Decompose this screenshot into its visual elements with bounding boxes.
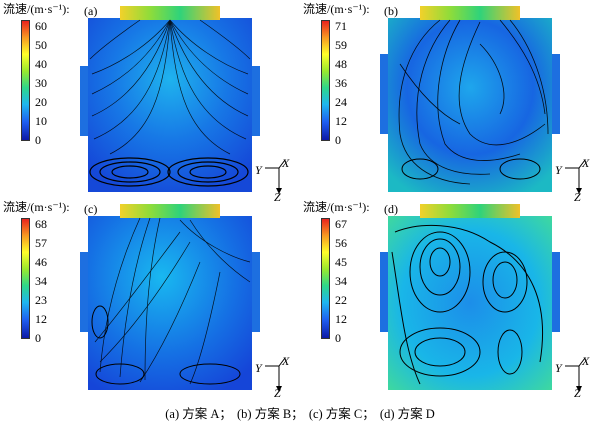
tick-label: 23 xyxy=(35,293,47,307)
axis-x-label: X xyxy=(282,354,290,368)
tick-label: 0 xyxy=(35,133,41,147)
tick-label: 36 xyxy=(335,76,347,90)
axis-y-label: Y xyxy=(255,361,262,375)
colorbar xyxy=(321,218,330,339)
panel-label: (a) xyxy=(84,4,98,18)
legend-title: 流速/(m·s⁻¹): xyxy=(3,200,70,214)
caption-d: (d) 方案 D xyxy=(379,407,435,421)
caption-b: (b) 方案 B； xyxy=(237,407,304,421)
axis-x-label: X xyxy=(282,156,290,170)
tick-label: 59 xyxy=(335,38,347,52)
tick-label: 0 xyxy=(335,133,341,147)
coordinate-axes xyxy=(565,357,586,392)
tick-label: 34 xyxy=(335,274,347,288)
panel-label: (d) xyxy=(384,202,398,216)
tick-label: 0 xyxy=(335,331,341,345)
legend-title: 流速/(m·s⁻¹): xyxy=(3,2,70,16)
panel-d: 流速/(m·s⁻¹): 67 56 45 34 22 12 0 (d) Y X … xyxy=(300,198,600,400)
colorbar xyxy=(21,20,30,141)
panel-label: (c) xyxy=(84,202,98,216)
panel-b: 流速/(m·s⁻¹): 71 59 48 36 24 12 0 (b) Y xyxy=(300,0,600,204)
axis-z-label: Z xyxy=(274,190,281,204)
caption-a: (a) 方案 A； xyxy=(165,407,232,421)
legend-title: 流速/(m·s⁻¹): xyxy=(303,200,370,214)
tick-label: 46 xyxy=(35,255,47,269)
tick-label: 40 xyxy=(35,57,47,71)
flow-field-b xyxy=(380,6,560,192)
tick-label: 22 xyxy=(335,293,347,307)
tick-label: 67 xyxy=(335,217,347,231)
tick-label: 56 xyxy=(335,236,347,250)
axis-z-label: Z xyxy=(274,386,281,400)
axis-x-label: X xyxy=(582,354,590,368)
tick-label: 12 xyxy=(335,312,347,326)
coordinate-axes xyxy=(565,159,586,194)
tick-label: 68 xyxy=(35,217,47,231)
tick-label: 12 xyxy=(335,114,347,128)
tick-label: 20 xyxy=(35,95,47,109)
panel-a: 流速/(m·s⁻¹): 60 50 40 30 20 10 0 xyxy=(0,0,300,204)
tick-label: 71 xyxy=(335,19,347,33)
legend-title: 流速/(m·s⁻¹): xyxy=(303,2,370,16)
tick-label: 60 xyxy=(35,19,47,33)
coordinate-axes xyxy=(265,159,286,194)
flow-field-c xyxy=(80,204,260,390)
panel-c: 流速/(m·s⁻¹): 68 57 46 34 23 12 0 (c) xyxy=(0,198,300,400)
flow-field-a xyxy=(80,6,260,192)
tick-label: 48 xyxy=(335,57,347,71)
flow-field-d xyxy=(380,204,560,390)
colorbar xyxy=(21,218,30,339)
axis-y-label: Y xyxy=(555,361,562,375)
axis-z-label: Z xyxy=(574,190,581,204)
tick-label: 34 xyxy=(35,274,47,288)
tick-label: 45 xyxy=(335,255,347,269)
figure-caption: (a) 方案 A； (b) 方案 B； (c) 方案 C； (d) 方案 D xyxy=(0,403,600,422)
tick-label: 12 xyxy=(35,312,47,326)
tick-label: 24 xyxy=(335,95,347,109)
caption-c: (c) 方案 C； xyxy=(308,407,375,421)
axis-x-label: X xyxy=(582,156,590,170)
coordinate-axes xyxy=(265,357,286,392)
panel-label: (b) xyxy=(384,4,398,18)
tick-label: 10 xyxy=(35,114,47,128)
tick-label: 57 xyxy=(35,236,47,250)
colorbar xyxy=(321,20,330,141)
axis-y-label: Y xyxy=(255,163,262,177)
tick-label: 30 xyxy=(35,76,47,90)
tick-label: 50 xyxy=(35,38,47,52)
axis-z-label: Z xyxy=(574,386,581,400)
tick-label: 0 xyxy=(35,331,41,345)
axis-y-label: Y xyxy=(555,163,562,177)
